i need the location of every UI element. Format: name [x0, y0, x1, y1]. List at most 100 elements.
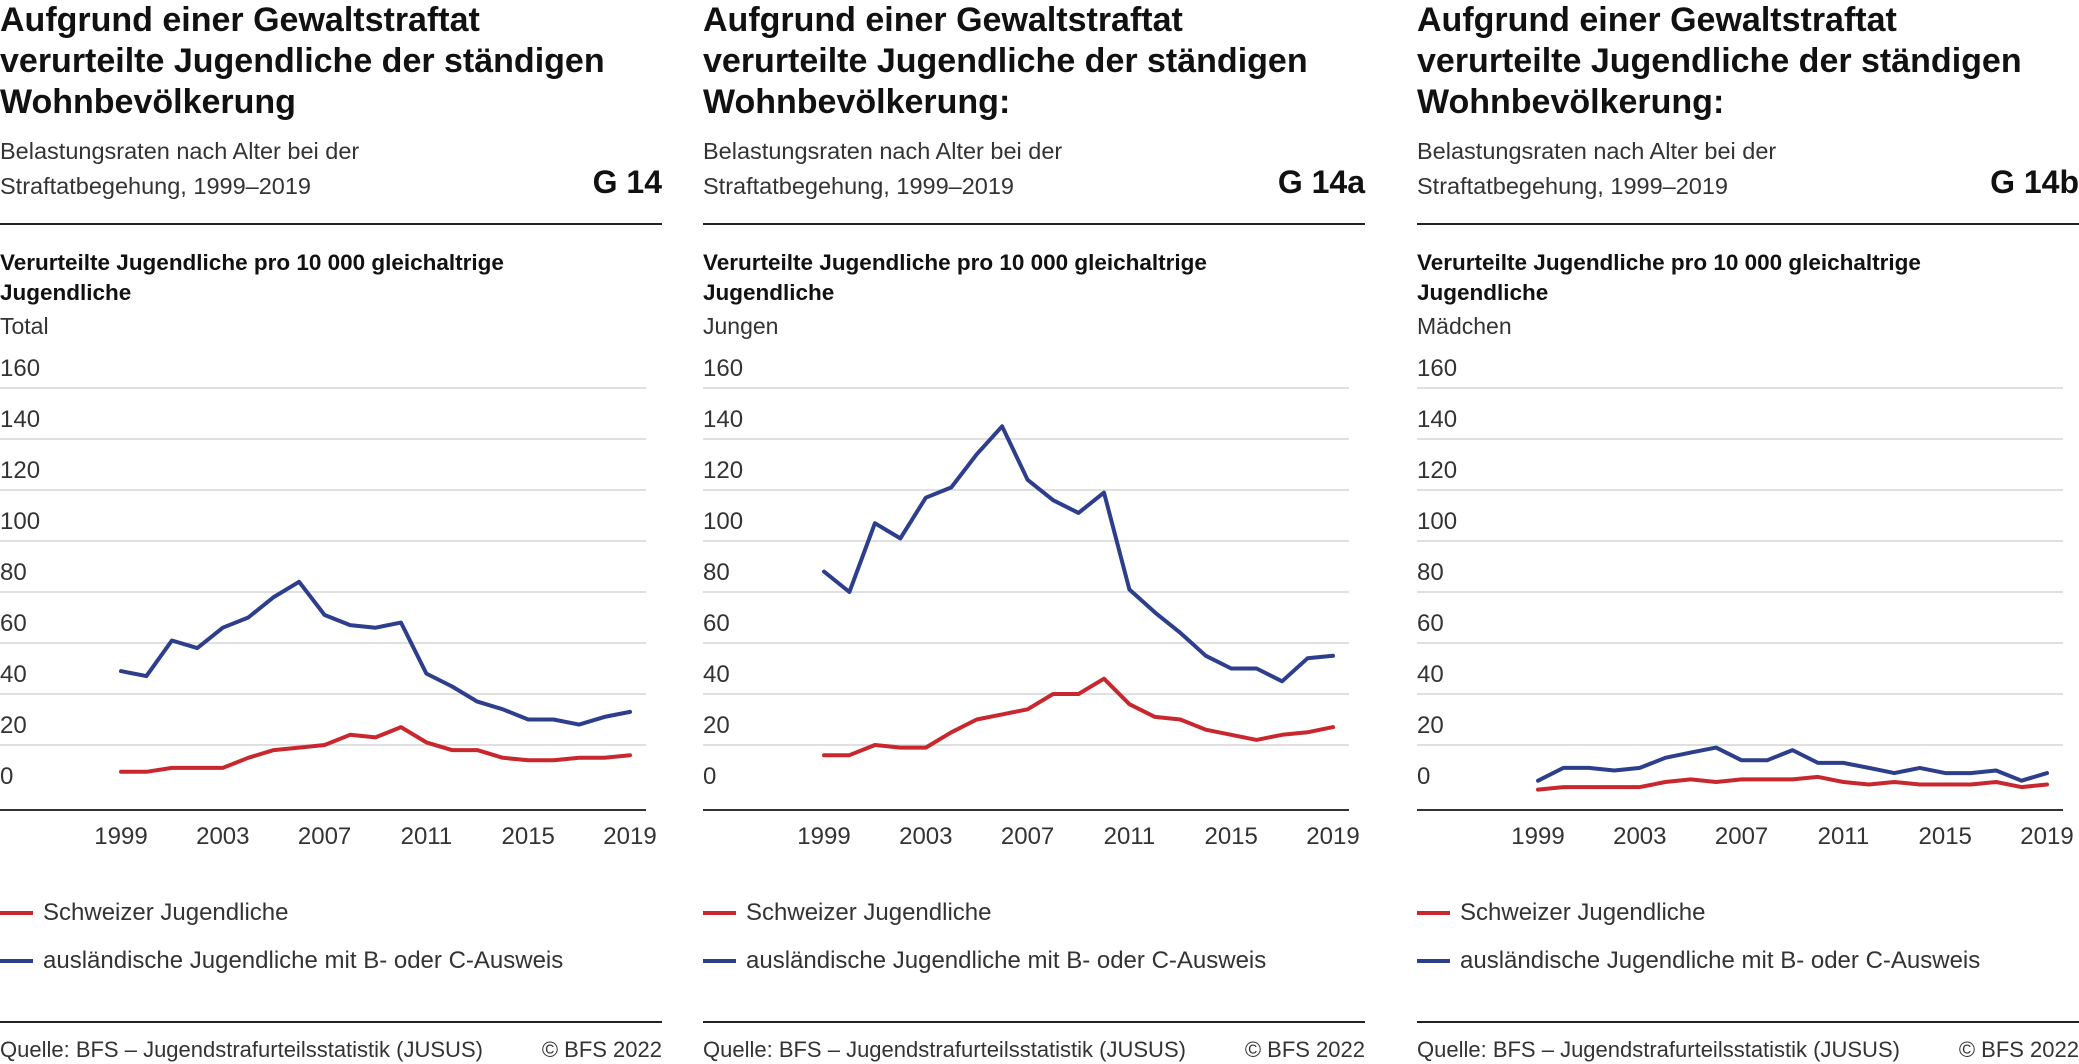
x-tick-label: 2019 — [603, 823, 656, 850]
series-line-swiss — [119, 725, 632, 774]
chart-subtitle: Belastungsraten nach Alter bei der Straf… — [1417, 134, 1937, 204]
bottom-divider — [1417, 1021, 2079, 1023]
chart-code: G 14b — [1990, 164, 2079, 200]
series-line-foreign — [822, 424, 1335, 684]
x-tick-label: 1999 — [797, 823, 850, 850]
series-line-swiss — [1536, 774, 2049, 792]
copyright-note: © BFS 2022 — [541, 1037, 662, 1062]
x-tick-label: 2007 — [1715, 823, 1768, 850]
chart-code: G 14a — [1277, 164, 1365, 200]
legend-item-swiss: Schweizer Jugendliche — [0, 898, 288, 928]
chart-title: Aufgrund einer Gewaltstraftat verurteilt… — [703, 1, 1308, 121]
series-line-foreign — [1536, 745, 2049, 783]
legend-label-swiss: Schweizer Jugendliche — [43, 899, 289, 926]
legend-swatch-foreign — [0, 959, 33, 963]
legend-item-foreign: ausländische Jugendliche mit B- oder C-A… — [703, 946, 1266, 976]
y-tick-label: 40 — [0, 661, 27, 688]
x-tick-label: 2003 — [196, 823, 249, 850]
x-tick-label: 2003 — [899, 823, 952, 850]
subtitle-line-2: Straftatbegehung, 1999–2019 — [0, 173, 311, 199]
x-tick-label: 2015 — [1205, 823, 1258, 850]
chart-panel-boys: Aufgrund einer Gewaltstraftat verurteilt… — [703, 0, 1365, 1064]
legend-label-swiss: Schweizer Jugendliche — [746, 899, 992, 926]
y-tick-label: 60 — [1417, 610, 1444, 637]
x-tick-label: 2015 — [1919, 823, 1972, 850]
subtitle-line-2: Straftatbegehung, 1999–2019 — [1417, 173, 1728, 199]
x-tick-label: 1999 — [1511, 823, 1564, 850]
x-tick-label: 1999 — [94, 823, 147, 850]
y-tick-label: 20 — [1417, 712, 1444, 739]
legend-swatch-swiss — [703, 911, 736, 915]
chart-code: G 14 — [592, 164, 662, 200]
subtitle-line-1: Belastungsraten nach Alter bei der — [1417, 138, 1777, 164]
legend-swatch-foreign — [703, 959, 736, 963]
y-tick-label: 0 — [0, 763, 13, 790]
y-tick-label: 120 — [1417, 457, 1457, 484]
y-tick-label: 100 — [0, 508, 40, 535]
x-tick-label: 2011 — [1104, 823, 1156, 850]
legend-swatch-swiss — [0, 911, 33, 915]
y-tick-label: 80 — [1417, 559, 1444, 586]
chart-subtitle: Belastungsraten nach Alter bei der Straf… — [703, 134, 1223, 204]
y-tick-label: 120 — [0, 457, 40, 484]
y-axis-label: Verurteilte Jugendliche pro 10 000 gleic… — [0, 250, 504, 305]
subtitle-line-1: Belastungsraten nach Alter bei der — [703, 138, 1063, 164]
chart-title: Aufgrund einer Gewaltstraftat verurteilt… — [1417, 1, 2022, 121]
y-tick-label: 20 — [703, 712, 730, 739]
legend-swatch-foreign — [1417, 959, 1450, 963]
top-divider — [1417, 223, 2079, 225]
y-tick-label: 40 — [1417, 661, 1444, 688]
series-line-foreign — [119, 579, 632, 727]
y-tick-label: 60 — [0, 610, 27, 637]
y-tick-label: 100 — [703, 508, 743, 535]
group-label: Jungen — [703, 313, 779, 339]
bottom-divider — [0, 1021, 662, 1023]
bottom-divider — [703, 1021, 1365, 1023]
line-chart: 0 20 40 60 80 100 120 140 160 1999 2003 2007 2011 201… — [0, 355, 657, 850]
x-tick-label: 2019 — [2020, 823, 2073, 850]
legend-item-swiss: Schweizer Jugendliche — [703, 898, 991, 928]
copyright-note: © BFS 2022 — [1958, 1037, 2079, 1062]
legend-swatch-swiss — [1417, 911, 1450, 915]
y-axis-label: Verurteilte Jugendliche pro 10 000 gleic… — [703, 250, 1207, 305]
subtitle-line-2: Straftatbegehung, 1999–2019 — [703, 173, 1014, 199]
line-chart: 0 20 40 60 80 100 120 140 160 1999 2003 2007 2011 201… — [1417, 355, 2074, 850]
legend-item-swiss: Schweizer Jugendliche — [1417, 898, 1705, 928]
chart-panel-total: Aufgrund einer Gewaltstraftat verurteilt… — [0, 0, 662, 1064]
legend-label-swiss: Schweizer Jugendliche — [1460, 899, 1706, 926]
source-note: Quelle: BFS – Jugendstrafurteilsstatisti… — [0, 1037, 483, 1062]
source-note: Quelle: BFS – Jugendstrafurteilsstatisti… — [1417, 1037, 1900, 1062]
legend-item-foreign: ausländische Jugendliche mit B- oder C-A… — [1417, 946, 1980, 976]
top-divider — [0, 223, 662, 225]
y-tick-label: 0 — [1417, 763, 1430, 790]
legend-label-foreign: ausländische Jugendliche mit B- oder C-A… — [1460, 947, 1981, 974]
chart-title: Aufgrund einer Gewaltstraftat verurteilt… — [0, 1, 605, 121]
y-tick-label: 100 — [1417, 508, 1457, 535]
x-tick-label: 2011 — [401, 823, 453, 850]
y-axis-label: Verurteilte Jugendliche pro 10 000 gleic… — [1417, 250, 1921, 305]
y-tick-label: 0 — [703, 763, 716, 790]
legend-label-foreign: ausländische Jugendliche mit B- oder C-A… — [746, 947, 1267, 974]
source-note: Quelle: BFS – Jugendstrafurteilsstatisti… — [703, 1037, 1186, 1062]
x-tick-label: 2003 — [1613, 823, 1666, 850]
line-chart: 0 20 40 60 80 100 120 140 160 1999 2003 2007 2011 201… — [703, 355, 1360, 850]
y-tick-label: 140 — [0, 406, 40, 433]
legend-label-foreign: ausländische Jugendliche mit B- oder C-A… — [43, 947, 564, 974]
chart-panel-girls: Aufgrund einer Gewaltstraftat verurteilt… — [1417, 0, 2079, 1064]
y-tick-label: 160 — [0, 355, 40, 382]
group-label: Total — [0, 313, 49, 339]
group-label: Mädchen — [1417, 313, 1512, 339]
y-tick-label: 80 — [0, 559, 27, 586]
y-tick-label: 140 — [703, 406, 743, 433]
x-tick-label: 2007 — [298, 823, 351, 850]
x-tick-label: 2019 — [1306, 823, 1359, 850]
y-tick-label: 140 — [1417, 406, 1457, 433]
x-tick-label: 2007 — [1001, 823, 1054, 850]
y-tick-label: 80 — [703, 559, 730, 586]
y-tick-label: 20 — [0, 712, 27, 739]
subtitle-line-1: Belastungsraten nach Alter bei der — [0, 138, 360, 164]
legend-item-foreign: ausländische Jugendliche mit B- oder C-A… — [0, 946, 563, 976]
y-tick-label: 120 — [703, 457, 743, 484]
series-line-swiss — [822, 676, 1335, 758]
top-divider — [703, 223, 1365, 225]
